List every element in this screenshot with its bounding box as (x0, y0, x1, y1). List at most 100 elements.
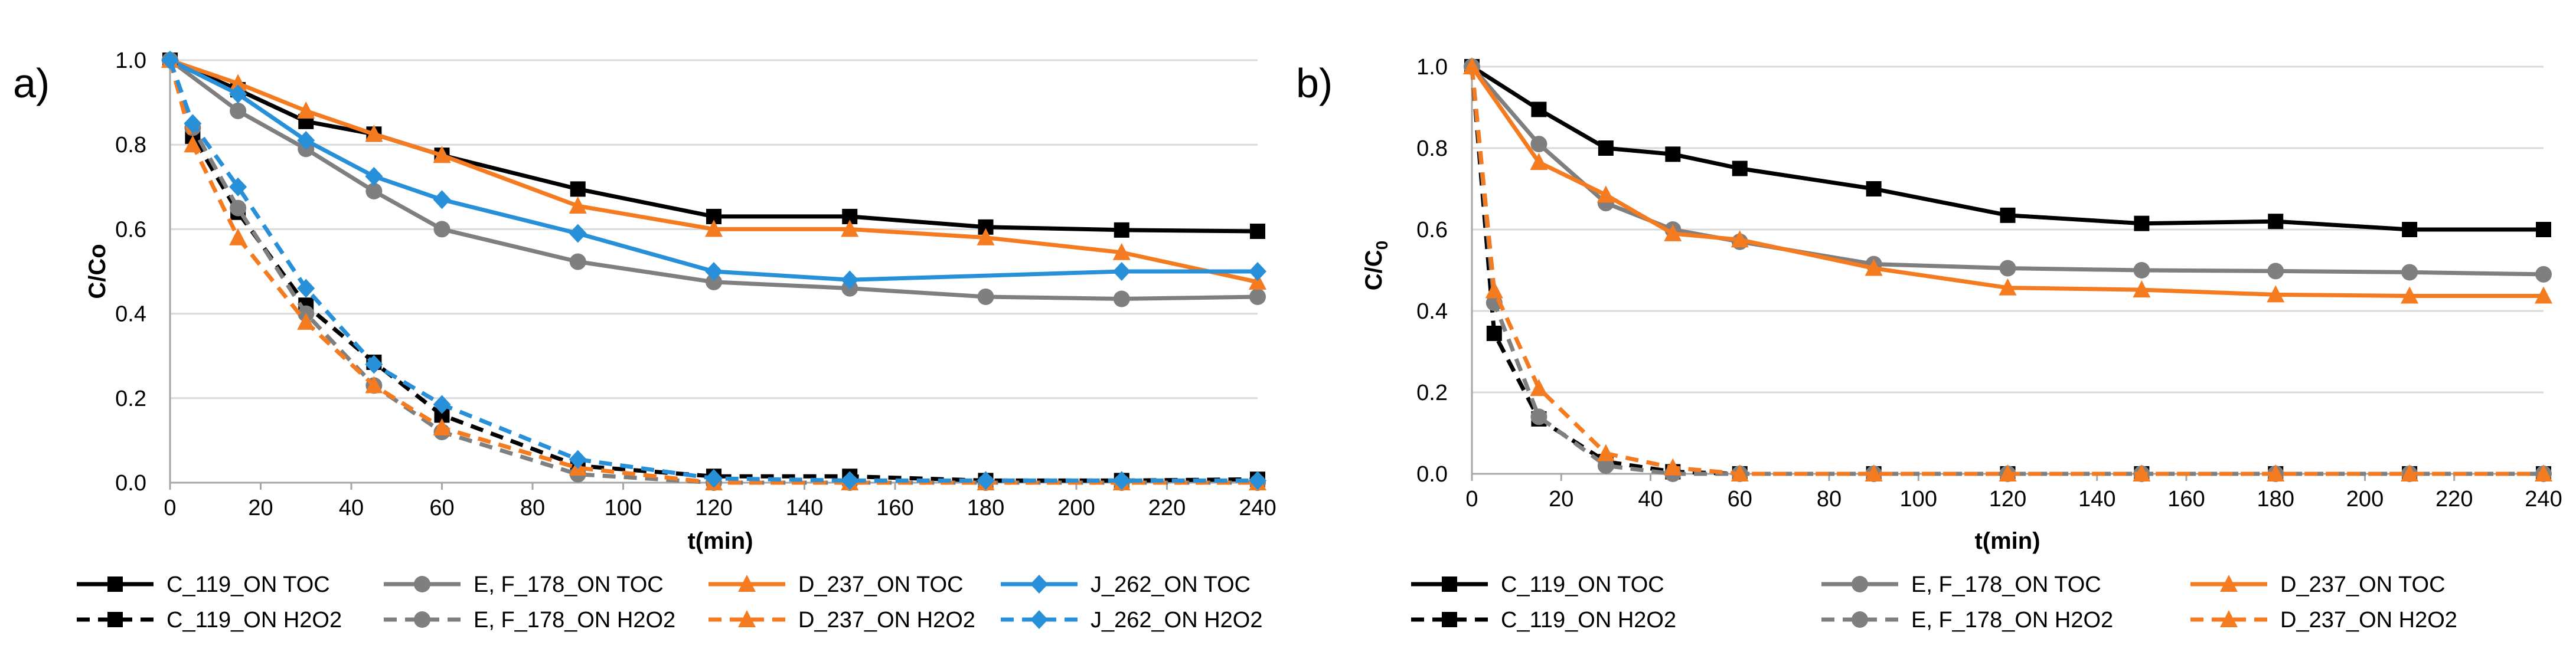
panel-b-label: b) (1296, 60, 1333, 106)
panel-b-legend-item: E, F_178_ON H2O2 (1821, 608, 2113, 633)
panel-b-legend-label: D_237_ON TOC (2280, 572, 2446, 597)
panel-b-x-tick-label: 120 (1989, 487, 2026, 512)
panel-b-data-point (2134, 215, 2150, 231)
panel-a-data-point (365, 166, 383, 186)
panel-a-series (161, 51, 1266, 490)
panel-b-data-point (1530, 379, 1548, 397)
panel-b-data-point (1463, 57, 1481, 74)
panel-b-data-point (2268, 214, 2284, 230)
panel-a-y-tick-label: 0.4 (115, 302, 146, 327)
panel-b-x-tick-label: 220 (2435, 487, 2473, 512)
panel-b-legend-label: C_119_ON TOC (1501, 572, 1664, 597)
panel-b-x-tick-label: 240 (2525, 487, 2562, 512)
panel-b-x-tick-label: 0 (1465, 487, 1478, 512)
panel-a-data-point (1249, 262, 1266, 281)
panel-b-legend-item: D_237_ON TOC (2190, 572, 2446, 597)
panel-a-y-tick-label: 0.2 (115, 386, 146, 411)
panel-b-data-point (1999, 278, 2017, 296)
panel-a-data-point (365, 376, 383, 394)
panel-b-data-point (2133, 280, 2151, 298)
panel-a-legend-marker (107, 576, 123, 592)
panel-b-data-point (2402, 222, 2418, 237)
svg-text:C/C0: C/C0 (1361, 241, 1391, 290)
panel-a-legend-item: D_237_ON H2O2 (709, 608, 975, 633)
panel-a-legend-item: J_262_ON TOC (1001, 572, 1251, 597)
panel-b-data-point (2267, 285, 2285, 303)
panel-b-data-point (1530, 153, 1548, 171)
panel-a-data-point (297, 312, 315, 330)
panel-a-data-point (1112, 471, 1131, 490)
panel-b-y-tick-label: 0.0 (1416, 462, 1448, 487)
panel-a-y-tick-label: 0.6 (115, 217, 146, 242)
panel-b-data-point (1598, 140, 1614, 156)
panel-b-data-point (1485, 281, 1503, 299)
panel-b-x-tick-label: 100 (1900, 487, 1937, 512)
panel-a-legend-label: C_119_ON H2O2 (166, 608, 342, 633)
panel-a-legend-marker (738, 575, 756, 592)
panel-b-data-point (1596, 185, 1615, 203)
panel-b-legend-item: C_119_ON H2O2 (1411, 608, 1676, 633)
panel-a-data-point (706, 273, 722, 290)
panel-a-legend-item: E, F_178_ON H2O2 (384, 608, 675, 633)
panel-b-data-point (2536, 222, 2551, 237)
panel-a-legend-marker (1030, 610, 1048, 629)
panel-b-x-axis-title: t(min) (1974, 528, 2040, 554)
panel-b-legend-item: D_237_ON H2O2 (2190, 608, 2457, 633)
panel-b-legend-label: E, F_178_ON H2O2 (1911, 608, 2113, 633)
panel-a-data-point (1114, 222, 1129, 238)
panel-b-x-ticks: 0 20 40 60 80 100 120 140 160 180 200 220 240 (1465, 474, 2562, 512)
panel-b-series-line (1470, 65, 2544, 277)
panel-a-data-point (1113, 290, 1130, 307)
panel-b-series (1463, 57, 2552, 481)
panel-a-legend-marker (414, 576, 430, 592)
panel-a-legend-marker (738, 610, 756, 627)
panel-a-series (161, 51, 1266, 290)
panel-a-data-point (297, 101, 315, 119)
panel-b-data-point (2401, 286, 2419, 304)
panel-a-series (161, 51, 1266, 290)
panel-a-data-point (365, 182, 383, 199)
panel-b-legend-marker (1442, 576, 1457, 592)
panel-b-data-point (2133, 464, 2151, 481)
svg-text:C/Co: C/Co (84, 244, 110, 299)
panel-b-legend-marker (1442, 612, 1457, 627)
panel-b-data-point (1731, 464, 1749, 481)
panel-b-x-tick-label: 20 (1549, 487, 1573, 512)
panel-a-y-axis-title: C/Co (84, 244, 110, 299)
panel-b-data-point (1865, 464, 1883, 481)
panel-a-data-point (229, 84, 247, 104)
panel-b-data-point (1865, 258, 1883, 276)
panel-a-legend-item: J_262_ON H2O2 (1001, 608, 1263, 633)
panel-b-data-point (1596, 444, 1615, 461)
panel-b-data-point (2267, 263, 2284, 280)
panel-a-data-point (569, 224, 587, 243)
panel-a-label: a) (13, 60, 50, 106)
panel-a-data-point (161, 51, 179, 70)
panel-a-legend-item: D_237_ON TOC (709, 572, 964, 597)
panel-b-data-point (1866, 181, 1882, 196)
panel-a-data-point (977, 471, 995, 490)
panel-a-x-tick-label: 0 (164, 496, 176, 520)
panel-a-x-tick-label: 220 (1148, 496, 1186, 520)
panel-a-data-point (433, 146, 451, 163)
panel-b-gridlines (1472, 65, 2544, 394)
panel-a-data-point (841, 220, 859, 237)
panel-a-data-point (365, 125, 383, 142)
panel-a-x-tick-label: 120 (695, 496, 732, 520)
panel-a-data-point (1112, 243, 1131, 260)
panel-b-legend-label: C_119_ON H2O2 (1501, 608, 1676, 633)
panel-a-series-line (169, 58, 1258, 284)
panel-b-y-tick-label: 0.4 (1416, 299, 1448, 324)
panel-a-series (162, 53, 1265, 239)
panel-b-legend-marker (2220, 610, 2238, 627)
panel-b-x-tick-label: 60 (1728, 487, 1752, 512)
panel-a-data-point (229, 177, 247, 196)
panel-b-data-point (1999, 260, 2016, 277)
panel-a-chart: a) C/Co t(min) 0 20 40 60 80 100 120 140 160 180 2… (13, 48, 1276, 633)
panel-a-legend-label: J_262_ON H2O2 (1091, 608, 1263, 633)
panel-a-data-point (433, 221, 450, 238)
panel-a-x-tick-label: 100 (605, 496, 642, 520)
panel-b-x-tick-label: 180 (2257, 487, 2294, 512)
panel-a-x-ticks: 0 20 40 60 80 100 120 140 160 180 200 220 240 (164, 483, 1276, 520)
